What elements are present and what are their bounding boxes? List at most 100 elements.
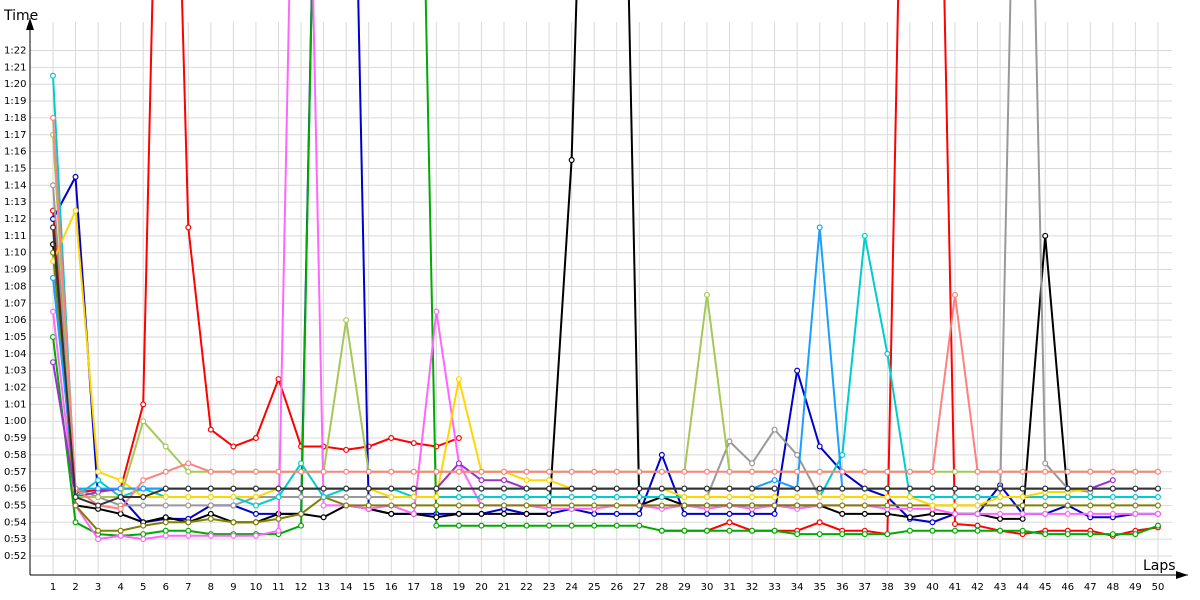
data-point xyxy=(49,359,56,366)
data-point xyxy=(117,510,124,517)
x-tick-label: 11 xyxy=(272,582,285,593)
data-point xyxy=(546,477,553,484)
x-tick-label: 14 xyxy=(340,582,353,593)
data-point xyxy=(906,514,913,521)
data-point xyxy=(951,510,958,517)
y-tick-label: 1:01 xyxy=(4,399,26,410)
series-12 xyxy=(49,131,1161,501)
data-point xyxy=(884,502,891,509)
data-point xyxy=(1109,494,1116,501)
x-tick-label: 19 xyxy=(453,582,466,593)
data-point xyxy=(95,485,102,492)
x-tick-label: 17 xyxy=(407,582,420,593)
data-point xyxy=(501,494,508,501)
data-point xyxy=(546,502,553,509)
data-point xyxy=(951,291,958,298)
data-point xyxy=(703,485,710,492)
x-tick-label: 22 xyxy=(520,582,533,593)
data-point xyxy=(523,477,530,484)
y-tick-label: 1:16 xyxy=(4,147,26,158)
data-point xyxy=(816,485,823,492)
data-point xyxy=(501,502,508,509)
data-point xyxy=(1064,494,1071,501)
data-point xyxy=(974,522,981,529)
data-point xyxy=(771,477,778,484)
data-point xyxy=(343,317,350,324)
data-point xyxy=(568,494,575,501)
data-point xyxy=(658,494,665,501)
data-point xyxy=(929,519,936,526)
data-point xyxy=(636,485,643,492)
y-tick-label: 1:08 xyxy=(4,281,26,292)
data-point xyxy=(771,468,778,475)
data-point xyxy=(816,443,823,450)
y-tick-label: 1:05 xyxy=(4,332,26,343)
y-tick-label: 1:17 xyxy=(4,130,26,141)
data-point xyxy=(320,485,327,492)
y-tick-label: 1:03 xyxy=(4,366,26,377)
data-point xyxy=(726,510,733,517)
data-point xyxy=(546,494,553,501)
data-point xyxy=(1132,510,1139,517)
x-tick-label: 40 xyxy=(926,582,939,593)
y-tick-label: 1:09 xyxy=(4,265,26,276)
data-point xyxy=(1019,468,1026,475)
data-point xyxy=(207,510,214,517)
data-point xyxy=(974,510,981,517)
data-point xyxy=(951,494,958,501)
data-point xyxy=(681,502,688,509)
data-point xyxy=(117,532,124,539)
data-point xyxy=(749,502,756,509)
data-point xyxy=(501,468,508,475)
data-point xyxy=(1132,502,1139,509)
data-point xyxy=(929,494,936,501)
series-3 xyxy=(49,0,1161,539)
data-point xyxy=(49,274,56,281)
data-point xyxy=(816,494,823,501)
data-point xyxy=(252,468,259,475)
data-point xyxy=(1087,468,1094,475)
data-point xyxy=(861,232,868,239)
data-point xyxy=(861,485,868,492)
data-point xyxy=(95,494,102,501)
data-point xyxy=(568,502,575,509)
data-point xyxy=(906,527,913,534)
data-point xyxy=(703,468,710,475)
data-point xyxy=(252,532,259,539)
x-tick-label: 32 xyxy=(746,582,759,593)
data-point xyxy=(455,510,462,517)
data-point xyxy=(591,522,598,529)
data-point xyxy=(478,510,485,517)
data-point xyxy=(658,527,665,534)
data-point xyxy=(749,494,756,501)
data-point xyxy=(839,451,846,458)
data-point xyxy=(1087,485,1094,492)
data-point xyxy=(1109,468,1116,475)
data-point xyxy=(320,468,327,475)
data-point xyxy=(726,519,733,526)
x-tick-label: 24 xyxy=(565,582,578,593)
x-tick-label: 7 xyxy=(185,582,191,593)
data-point xyxy=(929,502,936,509)
data-point xyxy=(230,468,237,475)
data-point xyxy=(162,443,169,450)
x-tick-label: 39 xyxy=(904,582,917,593)
data-point xyxy=(410,485,417,492)
data-point xyxy=(162,532,169,539)
data-point xyxy=(275,515,282,522)
data-point xyxy=(343,494,350,501)
data-point xyxy=(95,468,102,475)
data-point xyxy=(433,485,440,492)
data-point xyxy=(140,531,147,538)
data-point xyxy=(816,502,823,509)
data-point xyxy=(95,536,102,543)
x-tick-label: 35 xyxy=(813,582,826,593)
data-point xyxy=(433,522,440,529)
series-14 xyxy=(49,224,1161,509)
data-point xyxy=(185,224,192,231)
data-point xyxy=(185,460,192,467)
data-point xyxy=(591,485,598,492)
data-point xyxy=(185,527,192,534)
data-point xyxy=(974,485,981,492)
data-point xyxy=(771,510,778,517)
